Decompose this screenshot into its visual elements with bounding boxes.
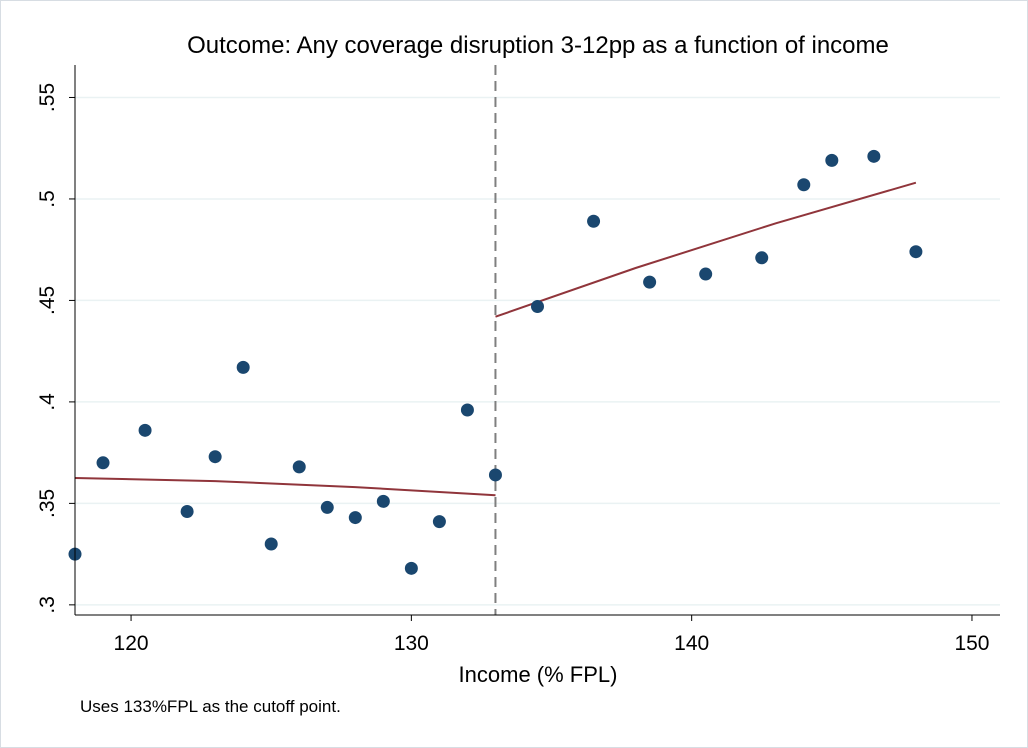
y-tick-label: .45 (36, 286, 59, 315)
data-point (138, 423, 152, 437)
data-point (699, 267, 713, 281)
data-point (643, 275, 657, 289)
axes (74, 65, 1000, 616)
y-tick-label: .5 (36, 190, 59, 208)
y-tick-label: .3 (36, 596, 59, 614)
y-tick-label: .55 (36, 83, 59, 112)
data-point (264, 537, 278, 551)
data-point (797, 178, 811, 192)
data-point (460, 403, 474, 417)
data-point (531, 300, 544, 314)
chart-title: Outcome: Any coverage disruption 3-12pp … (187, 32, 889, 59)
y-axis-ticks: .3 .35 .4 .45 .5 .55 (36, 83, 75, 614)
data-point (587, 214, 601, 228)
data-point (488, 468, 502, 482)
x-axis-label: Income (% FPL) (459, 662, 618, 687)
fit-lines (74, 181, 917, 497)
data-point (909, 245, 923, 259)
data-point (867, 149, 881, 163)
data-point (96, 456, 110, 470)
data-point (348, 511, 362, 525)
x-axis-ticks: 120 130 140 150 (114, 615, 989, 655)
x-tick-label: 120 (114, 632, 149, 655)
data-point (236, 360, 250, 374)
data-point (292, 460, 306, 474)
data-point (376, 494, 390, 508)
fit-line (495, 181, 917, 318)
data-point (320, 500, 334, 514)
data-point (180, 504, 194, 518)
y-tick-label: .4 (36, 393, 59, 411)
fit-line (74, 477, 496, 497)
y-tick-label: .35 (36, 489, 59, 518)
chart-note: Uses 133%FPL as the cutoff point. (80, 697, 341, 716)
x-tick-label: 130 (394, 632, 429, 655)
data-point (208, 450, 222, 464)
data-point (404, 561, 418, 575)
data-point (432, 515, 446, 529)
data-point (825, 153, 839, 167)
data-points (68, 149, 923, 575)
data-point (755, 251, 769, 265)
x-tick-label: 140 (674, 632, 709, 655)
x-tick-label: 150 (954, 632, 989, 655)
grid-lines (75, 96, 1000, 606)
